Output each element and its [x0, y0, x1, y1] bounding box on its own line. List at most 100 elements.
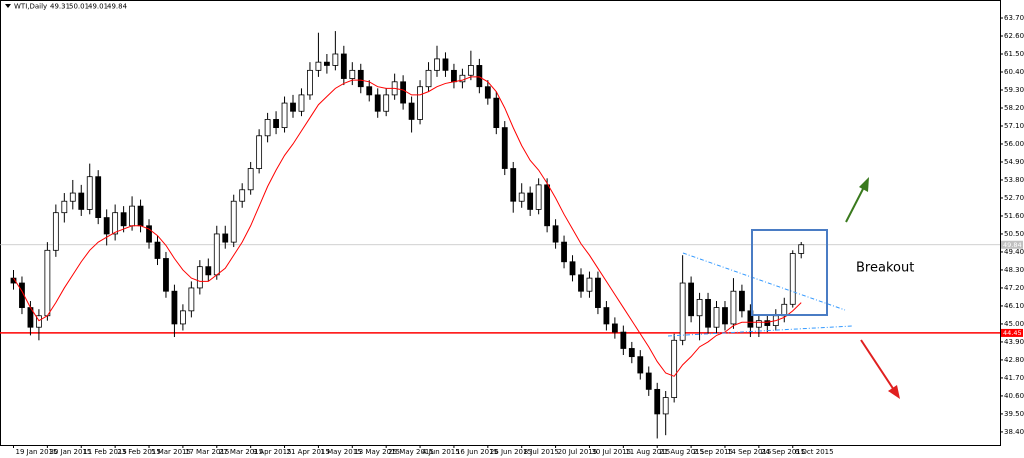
y-tick-label: 59.30	[1004, 86, 1024, 94]
candle-body	[95, 176, 102, 218]
candle-body	[705, 298, 711, 328]
candle-body	[688, 282, 694, 317]
candle-body	[239, 189, 246, 202]
candle-body	[696, 298, 703, 317]
candle-body	[374, 94, 381, 112]
y-tick-label: 50.50	[1004, 230, 1024, 238]
candle-body	[417, 86, 423, 120]
candle-body	[196, 266, 203, 289]
candle-body	[578, 274, 584, 292]
candle-body	[603, 307, 610, 325]
candle-body	[357, 69, 364, 88]
x-tick-label: 11 Aug 2015	[625, 448, 670, 456]
candle-body	[459, 74, 466, 83]
price-tag-label: 44.45	[1003, 329, 1022, 337]
candle-body	[86, 176, 93, 210]
y-tick-label: 56.00	[1004, 140, 1024, 148]
candle-body	[298, 94, 305, 112]
candle-body	[408, 102, 415, 120]
y-tick-label: 39.50	[1004, 410, 1024, 418]
candle-body	[383, 94, 390, 112]
y-tick-label: 45.00	[1004, 320, 1024, 328]
candle-body	[730, 290, 737, 325]
candle-body	[103, 217, 110, 235]
price-tag	[1001, 328, 1023, 337]
candle-body	[611, 323, 618, 333]
x-tick-label: 30 Jul 2015	[591, 448, 631, 456]
candle-body	[595, 277, 601, 308]
y-tick-label: 57.10	[1004, 122, 1024, 130]
candle-body	[713, 307, 720, 328]
candle-body	[501, 127, 508, 169]
candle-body	[129, 205, 135, 227]
candle-body	[552, 225, 559, 243]
candle-body	[137, 205, 144, 227]
candle-body	[739, 290, 745, 312]
y-tick-label: 41.70	[1004, 374, 1024, 382]
x-tick-label: 21 Apr 2015	[287, 448, 330, 456]
y-tick-label: 47.20	[1004, 284, 1024, 292]
y-tick-label: 52.70	[1004, 194, 1024, 202]
candle-body	[527, 192, 534, 210]
candle-body	[400, 81, 407, 104]
candle-body	[61, 200, 68, 214]
x-tick-label: 1 May 2015	[320, 448, 361, 456]
candle-body	[281, 102, 288, 129]
x-tick-label: 19 Jan 2015	[16, 448, 58, 456]
candle-body	[323, 61, 330, 66]
candle-body	[213, 233, 220, 276]
breakout-box	[751, 229, 828, 316]
candle-body	[561, 241, 567, 263]
arrow-up-head	[859, 177, 869, 192]
x-tick-label: 21 Aug 2015	[659, 448, 704, 456]
candle-body	[146, 225, 152, 243]
candle-body	[764, 320, 771, 326]
candle-body	[628, 348, 635, 358]
arrow-down-head	[888, 385, 900, 399]
trendline	[682, 252, 846, 311]
candle-body	[188, 287, 195, 312]
arrow-up	[845, 186, 865, 223]
price-tag	[1001, 240, 1023, 249]
header-icon	[5, 4, 11, 8]
candle-body	[654, 388, 661, 415]
x-tick-label: 2 Sep 2015	[693, 448, 733, 456]
x-tick-label: 23 Feb 2015	[117, 448, 161, 456]
moving-average	[13, 76, 802, 377]
y-tick-label: 63.70	[1004, 14, 1024, 22]
candle-body	[510, 168, 517, 202]
x-tick-label: 11 Feb 2015	[83, 448, 127, 456]
y-tick-label: 40.60	[1004, 392, 1024, 400]
candle-body	[205, 266, 212, 276]
candle-body	[78, 192, 85, 210]
x-tick-label: 6 Oct 2015	[795, 448, 834, 456]
y-tick-label: 54.90	[1004, 158, 1024, 166]
x-tick-label: 14 Sep 2015	[727, 448, 771, 456]
plot: 63.70 62.60 61.50 60.40 59.30 58.20 57.10 56.00…	[0, 14, 1024, 456]
candle-body	[171, 290, 178, 325]
candle-body	[620, 331, 627, 349]
candle-body	[349, 69, 356, 79]
y-tick-label: 43.90	[1004, 338, 1024, 346]
candle-body	[179, 310, 186, 325]
candle-body	[518, 192, 525, 202]
candle-body	[451, 69, 457, 83]
candle-body	[112, 212, 119, 235]
header-low: 49.01	[88, 3, 108, 11]
candle-body	[332, 53, 339, 66]
candle-body	[256, 135, 263, 169]
trendline	[667, 325, 853, 337]
x-tick-label: 17 Mar 2015	[185, 448, 229, 456]
y-tick-label: 48.30	[1004, 266, 1024, 274]
x-tick-label: 9 Apr 2015	[253, 448, 292, 456]
y-tick-label: 60.40	[1004, 68, 1024, 76]
candle-body	[120, 212, 127, 227]
candle-body	[434, 58, 440, 71]
x-tick-label: 25 May 2015	[388, 448, 434, 456]
candle-body	[36, 315, 42, 328]
plot-frame	[0, 0, 1001, 446]
candle-body	[467, 65, 474, 76]
x-tick-label: 8 Jul 2015	[524, 448, 559, 456]
candle-body	[307, 69, 313, 96]
candle-body	[69, 192, 76, 202]
